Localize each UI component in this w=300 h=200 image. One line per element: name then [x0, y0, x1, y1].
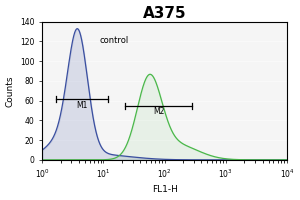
Title: A375: A375 — [143, 6, 186, 21]
Text: M1: M1 — [76, 101, 88, 110]
Text: M2: M2 — [153, 107, 164, 116]
Y-axis label: Counts: Counts — [6, 75, 15, 107]
X-axis label: FL1-H: FL1-H — [152, 185, 178, 194]
Text: control: control — [99, 36, 128, 45]
